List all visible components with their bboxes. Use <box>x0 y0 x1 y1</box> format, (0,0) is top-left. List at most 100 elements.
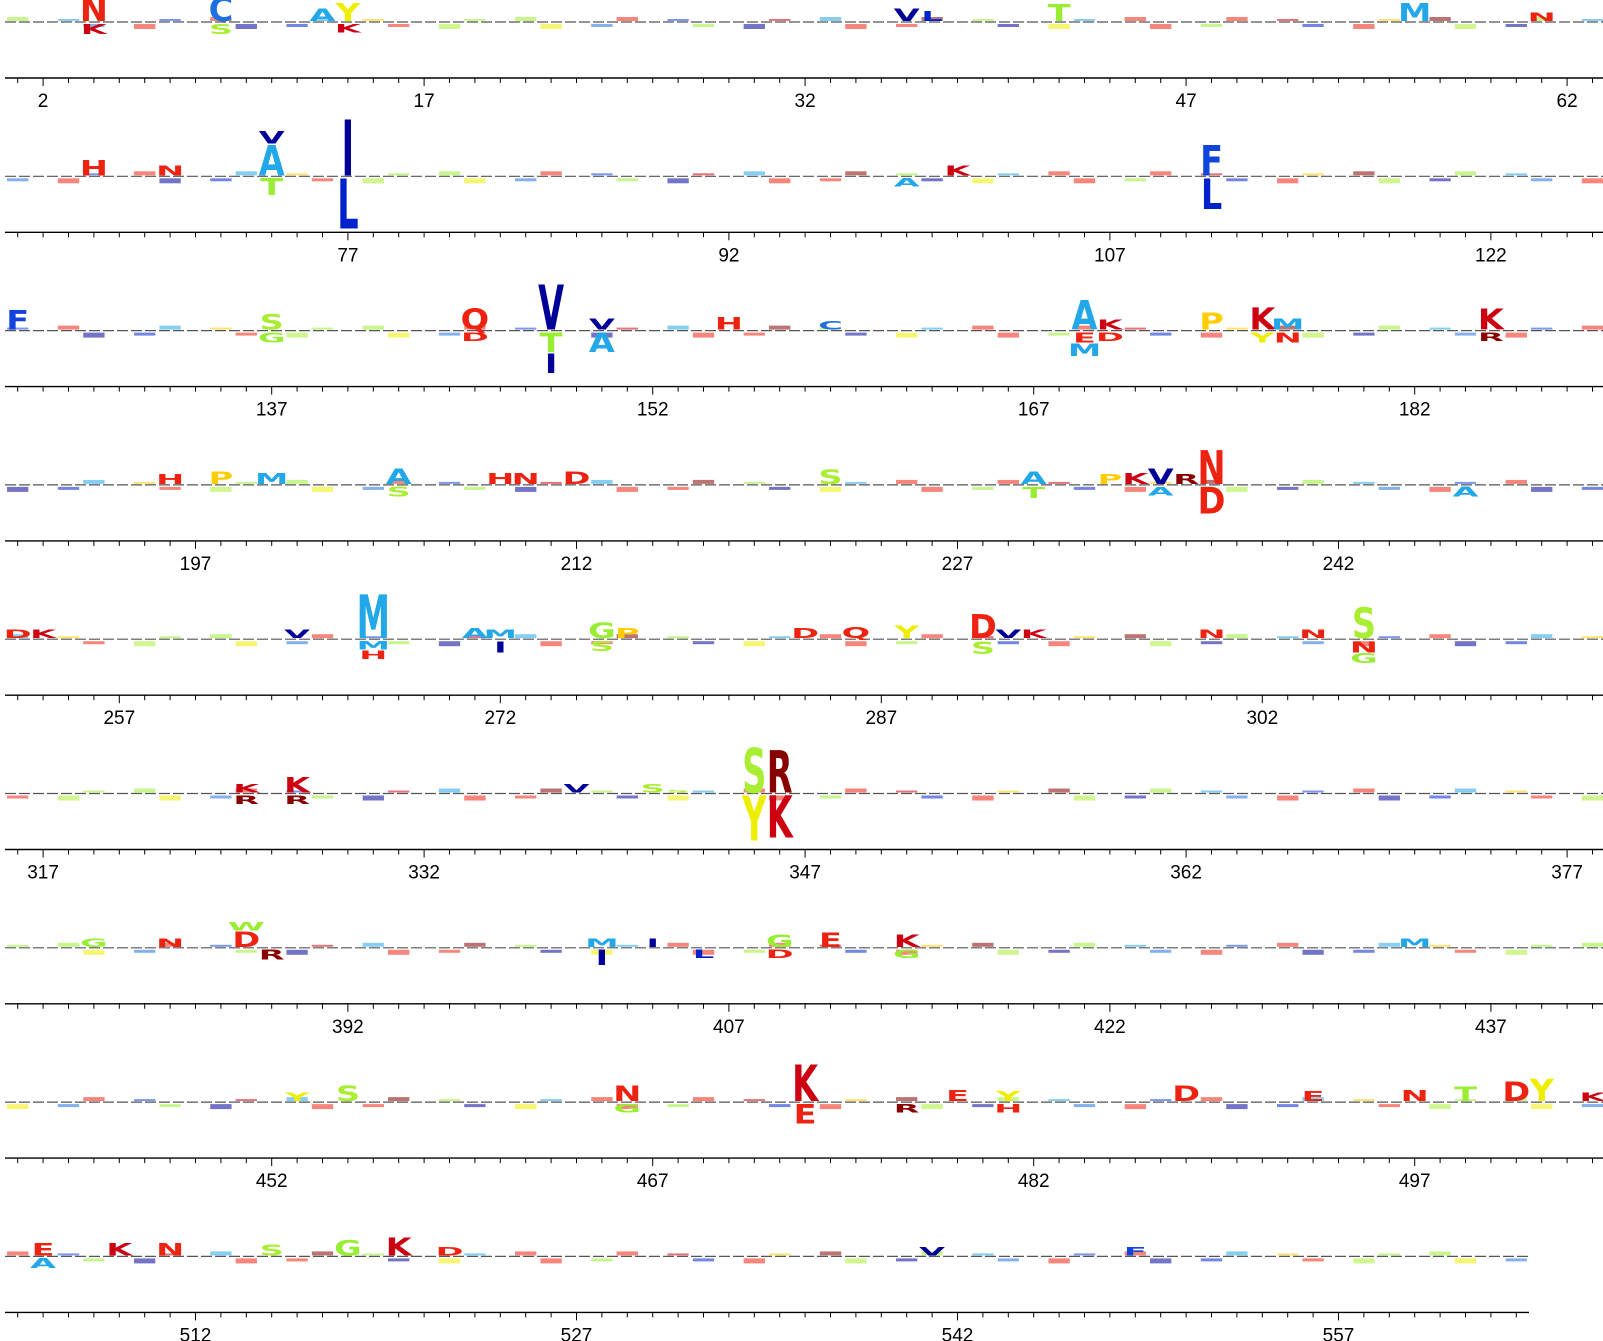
minor-residue-mark <box>1200 24 1223 27</box>
residue-glyph-n: N <box>512 470 540 488</box>
minor-residue-mark <box>1531 944 1553 947</box>
minor-residue-mark <box>921 327 943 330</box>
residue-glyph-y: Y <box>893 623 919 643</box>
minor-residue-mark <box>1073 1104 1096 1108</box>
minor-residue-mark <box>159 486 181 490</box>
residue-glyph-g: G <box>614 1102 642 1115</box>
residue-glyph-l: L <box>693 948 714 961</box>
minor-residue-mark <box>1454 24 1477 29</box>
tick-label: 122 <box>1475 245 1507 266</box>
residue-glyph-n: N <box>1197 628 1225 641</box>
minor-residue-mark <box>210 634 232 639</box>
minor-residue-mark <box>83 790 105 793</box>
minor-residue-mark <box>1581 486 1603 490</box>
minor-residue-mark <box>972 486 994 490</box>
minor-residue-mark <box>667 795 689 801</box>
minor-residue-mark <box>997 173 1019 176</box>
minor-residue-mark <box>438 1099 461 1102</box>
minor-residue-mark <box>7 1251 29 1256</box>
tick-label: 257 <box>103 708 135 729</box>
tick-label: 167 <box>1018 400 1050 421</box>
minor-residue-mark <box>1200 1097 1223 1102</box>
logo-row: 512 527 542 557 <box>5 1255 1529 1341</box>
minor-residue-mark <box>362 942 384 947</box>
minor-residue-mark <box>1048 24 1070 29</box>
minor-residue-mark <box>1429 17 1451 21</box>
minor-residue-mark <box>1581 178 1603 184</box>
minor-residue-mark <box>972 636 994 639</box>
residue-glyph-c: C <box>818 319 843 332</box>
minor-residue-mark <box>1581 325 1603 330</box>
minor-residue-mark <box>1454 641 1477 647</box>
residue-glyph-l: L <box>337 165 358 245</box>
minor-residue-mark <box>7 944 29 947</box>
minor-residue-mark <box>515 944 537 947</box>
minor-residue-mark <box>1226 178 1248 182</box>
residue-glyph-e: E <box>32 1240 55 1260</box>
minor-residue-mark <box>1200 790 1223 793</box>
tick-label: 407 <box>713 1017 745 1038</box>
minor-residue-mark <box>1073 325 1096 330</box>
minor-residue-mark <box>997 1097 1019 1102</box>
minor-residue-mark <box>921 486 943 492</box>
residue-glyph-y: Y <box>995 1089 1021 1105</box>
residue-glyph-d: D <box>969 608 997 646</box>
minor-residue-mark <box>845 1258 867 1264</box>
minor-residue-mark <box>1531 1104 1553 1110</box>
residue-glyph-s: S <box>818 467 842 489</box>
minor-residue-mark <box>362 636 384 639</box>
minor-residue-mark <box>591 949 613 955</box>
residue-glyph-k: K <box>767 785 794 852</box>
minor-residue-mark <box>1277 178 1299 184</box>
minor-residue-mark <box>1226 944 1248 947</box>
minor-residue-mark <box>1531 327 1553 330</box>
minor-residue-mark <box>1505 949 1527 955</box>
minor-residue-mark <box>540 1099 562 1102</box>
minor-residue-mark <box>1226 486 1248 492</box>
residue-glyph-a: A <box>1453 485 1479 501</box>
minor-residue-mark <box>83 949 105 955</box>
minor-residue-mark <box>896 479 918 484</box>
minor-residue-mark <box>1073 486 1096 490</box>
minor-residue-mark <box>57 1104 80 1108</box>
minor-residue-mark <box>210 1251 232 1256</box>
tick-label: 317 <box>27 863 59 884</box>
residue-glyph-i: I <box>342 104 354 193</box>
residue-glyph-v: V <box>564 782 591 795</box>
minor-residue-marks <box>7 1251 1527 1264</box>
residue-glyph-a: A <box>589 328 615 359</box>
minor-residue-mark <box>235 24 257 29</box>
minor-residue-mark <box>210 944 232 947</box>
residue-glyph-n: N <box>1197 443 1225 496</box>
tick-label: 347 <box>789 863 821 884</box>
minor-residue-mark <box>540 788 562 793</box>
minor-residue-mark <box>83 1097 105 1102</box>
minor-residue-mark <box>159 178 181 184</box>
residue-glyph-k: K <box>1580 1091 1603 1104</box>
residue-glyph-g: G <box>258 330 286 346</box>
minor-residue-mark <box>1073 178 1096 184</box>
tick-label: 107 <box>1094 245 1126 266</box>
minor-residue-mark <box>1429 795 1451 799</box>
residue-glyph-n: N <box>156 1240 184 1260</box>
minor-residue-mark <box>845 1099 867 1102</box>
minor-residue-mark <box>57 486 80 490</box>
minor-residue-mark <box>515 17 537 21</box>
minor-residue-mark <box>743 1258 765 1264</box>
residue-glyph-r: R <box>259 948 285 964</box>
residue-glyph-r: R <box>1478 330 1504 343</box>
minor-residue-mark <box>1378 795 1400 801</box>
minor-residue-mark <box>1353 481 1375 484</box>
minor-residue-mark <box>235 1099 257 1102</box>
minor-residue-mark <box>1073 1253 1096 1256</box>
minor-residue-mark <box>540 481 562 484</box>
residue-glyph-m: M <box>1398 0 1431 27</box>
residue-glyph-k: K <box>792 1056 820 1114</box>
minor-residue-mark <box>388 173 410 176</box>
minor-residue-mark <box>769 325 791 330</box>
minor-residue-mark <box>1277 942 1299 947</box>
residue-glyph-n: N <box>613 1082 641 1107</box>
minor-residue-mark <box>1124 634 1146 639</box>
residue-glyph-s: S <box>209 22 233 38</box>
residue-glyph-s: S <box>971 638 995 658</box>
